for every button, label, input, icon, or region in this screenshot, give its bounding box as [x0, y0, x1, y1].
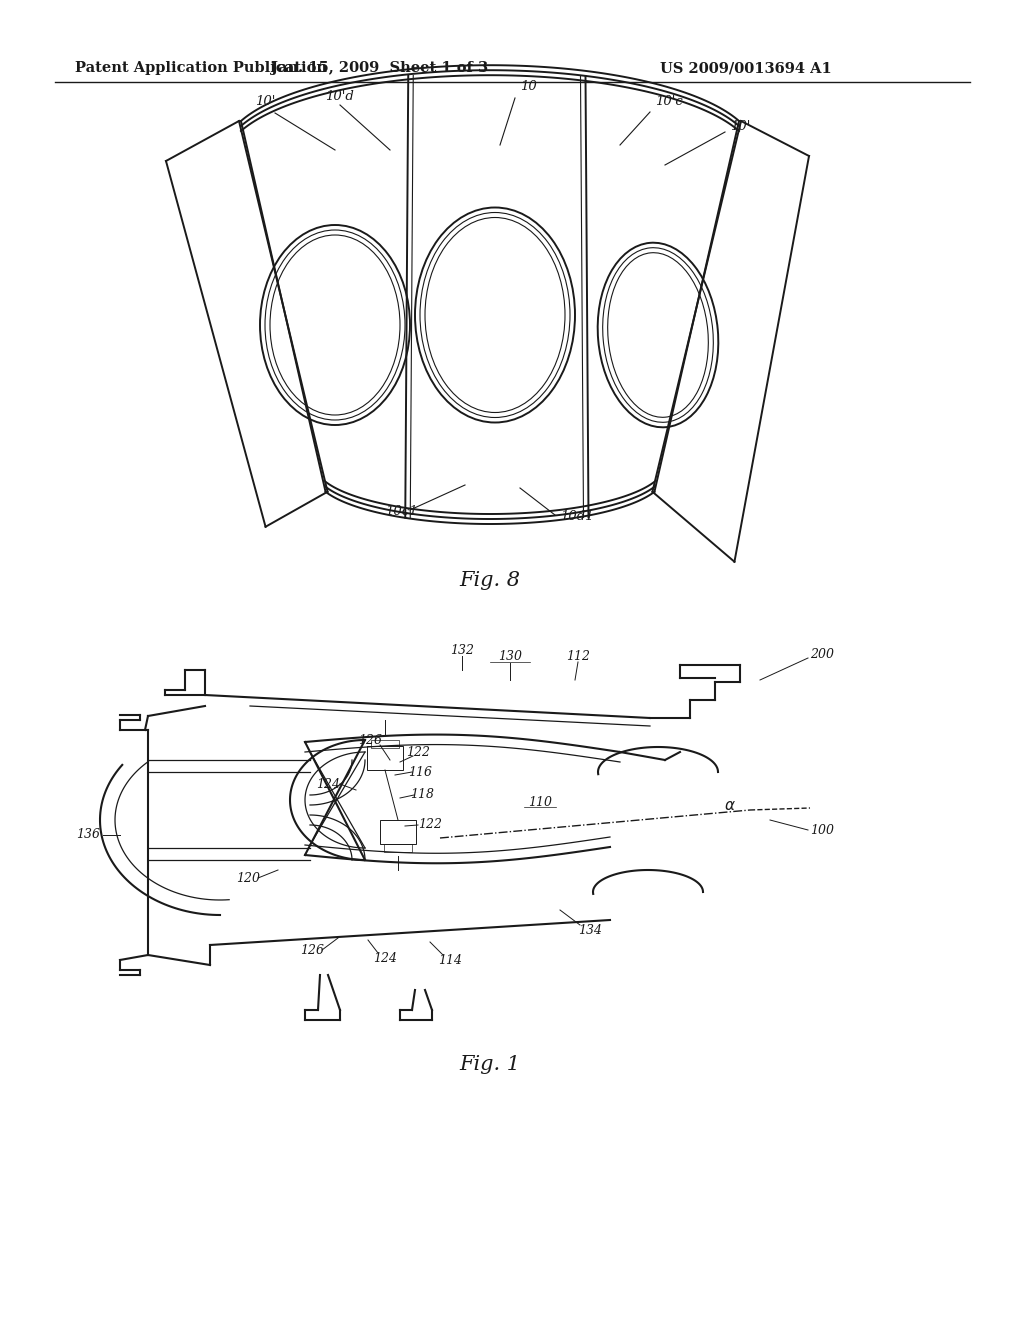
Text: 10'd: 10'd — [325, 90, 354, 103]
Text: 10': 10' — [730, 120, 751, 133]
Bar — [367, 746, 403, 770]
Text: 100: 100 — [810, 824, 834, 837]
Text: 134: 134 — [578, 924, 602, 936]
Text: 124: 124 — [373, 952, 397, 965]
Text: 114: 114 — [438, 953, 462, 966]
Text: Patent Application Publication: Patent Application Publication — [75, 61, 327, 75]
Text: Fig. 8: Fig. 8 — [460, 570, 520, 590]
Text: US 2009/0013694 A1: US 2009/0013694 A1 — [660, 61, 831, 75]
Bar — [384, 843, 412, 851]
Text: 122: 122 — [418, 818, 442, 832]
Text: 112: 112 — [566, 651, 590, 664]
Text: Fig. 1: Fig. 1 — [460, 1056, 520, 1074]
Text: Jan. 15, 2009  Sheet 1 of 3: Jan. 15, 2009 Sheet 1 of 3 — [271, 61, 488, 75]
Bar — [380, 820, 416, 843]
Text: 10c1: 10c1 — [385, 506, 418, 517]
Text: 10d1: 10d1 — [560, 510, 594, 523]
Text: 124: 124 — [316, 777, 340, 791]
Text: 110: 110 — [528, 796, 552, 808]
Text: 10: 10 — [520, 81, 537, 92]
Text: 126: 126 — [358, 734, 382, 747]
Text: 10': 10' — [255, 95, 275, 108]
Text: 136: 136 — [76, 829, 100, 842]
Text: $\alpha$: $\alpha$ — [724, 799, 736, 813]
Text: 116: 116 — [408, 766, 432, 779]
Text: 120: 120 — [236, 871, 260, 884]
Text: 130: 130 — [498, 651, 522, 664]
Bar — [371, 741, 399, 748]
Text: 126: 126 — [300, 944, 324, 957]
Text: 200: 200 — [810, 648, 834, 661]
Text: 118: 118 — [410, 788, 434, 801]
Text: 122: 122 — [406, 746, 430, 759]
Text: 132: 132 — [450, 644, 474, 657]
Text: 10'c: 10'c — [655, 95, 683, 108]
